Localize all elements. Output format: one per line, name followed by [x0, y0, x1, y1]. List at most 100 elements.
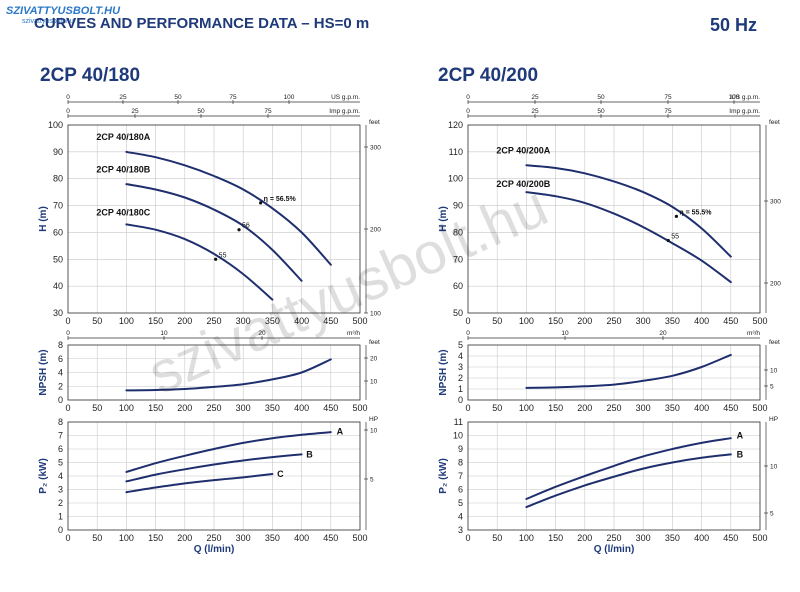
npsh-right-axis-tick-label: 5 — [770, 384, 774, 391]
power-series-label: B — [737, 449, 744, 459]
power-y-axis-label: P₂ (kW) — [438, 458, 449, 494]
head-series-line-2CP-40-180B — [125, 183, 303, 282]
npsh-x-tick-label: 350 — [265, 403, 280, 413]
npsh-right-axis-tick-label: 10 — [370, 379, 378, 386]
npsh-x-tick-label: 350 — [665, 403, 680, 413]
power-y-tick-label: 6 — [58, 444, 63, 454]
power-y-tick-label: 2 — [58, 498, 63, 508]
us-gpm-axis-unit: US g.p.m. — [331, 94, 360, 101]
power-y-tick-label: 7 — [58, 431, 63, 441]
head-y-tick-label: 60 — [53, 227, 63, 237]
power-series-label: A — [737, 431, 744, 441]
npsh-x-tick-label: 50 — [92, 403, 102, 413]
us-gpm-axis-tick-label: 100 — [729, 94, 740, 101]
m3h-axis-tick-label: 20 — [659, 330, 667, 337]
head-right-axis-unit: feet — [369, 119, 380, 126]
power-series-line-B — [525, 453, 732, 509]
power-y-tick-label: 4 — [458, 512, 463, 522]
logo-text: SZIVATTYUSBOLT.HU — [6, 5, 121, 17]
power-series-line-B — [125, 453, 303, 483]
npsh-y-tick-label: 1 — [458, 384, 463, 394]
npsh-x-tick-label: 250 — [606, 403, 621, 413]
npsh-y-tick-label: 0 — [458, 395, 463, 405]
power-x-tick-label: 200 — [577, 533, 592, 543]
power-series-label: C — [277, 469, 284, 479]
power-y-tick-label: 6 — [458, 485, 463, 495]
head-x-tick-label: 300 — [236, 316, 251, 326]
head-series-line-2CP-40-200A — [525, 164, 732, 258]
npsh-y-tick-label: 6 — [58, 354, 63, 364]
head-y-axis-label: H (m) — [38, 206, 49, 232]
head-x-tick-label: 150 — [148, 316, 163, 326]
head-y-tick-label: 40 — [53, 281, 63, 291]
npsh-x-tick-label: 0 — [65, 403, 70, 413]
power-y-tick-label: 3 — [458, 525, 463, 535]
head-x-tick-label: 500 — [352, 316, 367, 326]
npsh-y-tick-label: 3 — [458, 362, 463, 372]
power-x-tick-label: 450 — [723, 533, 738, 543]
power-x-tick-label: 350 — [665, 533, 680, 543]
npsh-y-tick-label: 4 — [458, 351, 463, 361]
npsh-x-tick-label: 450 — [723, 403, 738, 413]
power-x-tick-label: 150 — [148, 533, 163, 543]
power-y-axis-label: P₂ (kW) — [38, 458, 49, 494]
npsh-x-tick-label: 200 — [577, 403, 592, 413]
us-gpm-axis-tick-label: 75 — [664, 94, 672, 101]
npsh-x-tick-label: 500 — [752, 403, 767, 413]
npsh-series-line-curve — [125, 358, 332, 392]
power-x-tick-label: 0 — [65, 533, 70, 543]
sheet-title: CURVES AND PERFORMANCE DATA – HS=0 m — [34, 15, 369, 32]
head-y-tick-label: 50 — [453, 308, 463, 318]
power-series-line-A — [525, 437, 732, 500]
head-series-label: 2CP 40/200A — [496, 146, 550, 156]
power-x-tick-label: 300 — [636, 533, 651, 543]
power-y-tick-label: 9 — [458, 444, 463, 454]
npsh-x-tick-label: 400 — [694, 403, 709, 413]
header: SZIVATTYUSBOLT.HU szivattyusbolt.hu CURV… — [6, 5, 757, 35]
head-x-tick-label: 50 — [92, 316, 102, 326]
power-x-tick-label: 300 — [236, 533, 251, 543]
us-gpm-axis-tick-label: 75 — [229, 94, 237, 101]
npsh-x-tick-label: 100 — [119, 403, 134, 413]
npsh-x-tick-label: 0 — [465, 403, 470, 413]
head-series-label: 2CP 40/180B — [96, 164, 150, 174]
power-x-tick-label: 50 — [92, 533, 102, 543]
power-x-tick-label: 100 — [519, 533, 534, 543]
head-x-tick-label: 100 — [519, 316, 534, 326]
head-x-tick-label: 0 — [465, 316, 470, 326]
npsh-frame — [467, 344, 761, 401]
frequency-label: 50 Hz — [710, 15, 757, 35]
head-y-axis-label: H (m) — [438, 206, 449, 232]
head-y-tick-label: 70 — [453, 254, 463, 264]
npsh-right-axis-unit: feet — [369, 339, 380, 346]
npsh-x-tick-label: 50 — [492, 403, 502, 413]
power-x-tick-label: 0 — [465, 533, 470, 543]
head-x-tick-label: 350 — [665, 316, 680, 326]
npsh-x-tick-label: 500 — [352, 403, 367, 413]
head-x-tick-label: 400 — [294, 316, 309, 326]
imp-gpm-axis-tick-label: 50 — [597, 108, 605, 115]
power-x-tick-label: 50 — [492, 533, 502, 543]
power-x-tick-label: 250 — [606, 533, 621, 543]
head-x-tick-label: 250 — [606, 316, 621, 326]
us-gpm-axis-tick-label: 25 — [119, 94, 127, 101]
head-y-tick-label: 100 — [48, 120, 63, 130]
logo-subtext: szivattyusbolt.hu — [22, 18, 74, 25]
imp-gpm-axis-tick-label: 50 — [197, 108, 205, 115]
power-panel: 3 4 5 6 7 8 9 10 11 P₂ (kW) 0 50 100 150 200 250 300 350 4… — [438, 416, 778, 555]
imp-gpm-axis-tick-label: 0 — [66, 108, 70, 115]
m3h-axis-tick-label: 10 — [561, 330, 569, 337]
us-gpm-axis-tick-label: 25 — [531, 94, 539, 101]
us-gpm-axis-tick-label: 50 — [174, 94, 182, 101]
head-y-tick-label: 100 — [448, 174, 463, 184]
power-frame — [67, 421, 361, 531]
watermark-text: szivattyusbolt.hu — [139, 173, 557, 407]
head-x-tick-label: 300 — [636, 316, 651, 326]
head-x-tick-label: 450 — [323, 316, 338, 326]
head-x-tick-label: 200 — [177, 316, 192, 326]
power-y-tick-label: 4 — [58, 471, 63, 481]
